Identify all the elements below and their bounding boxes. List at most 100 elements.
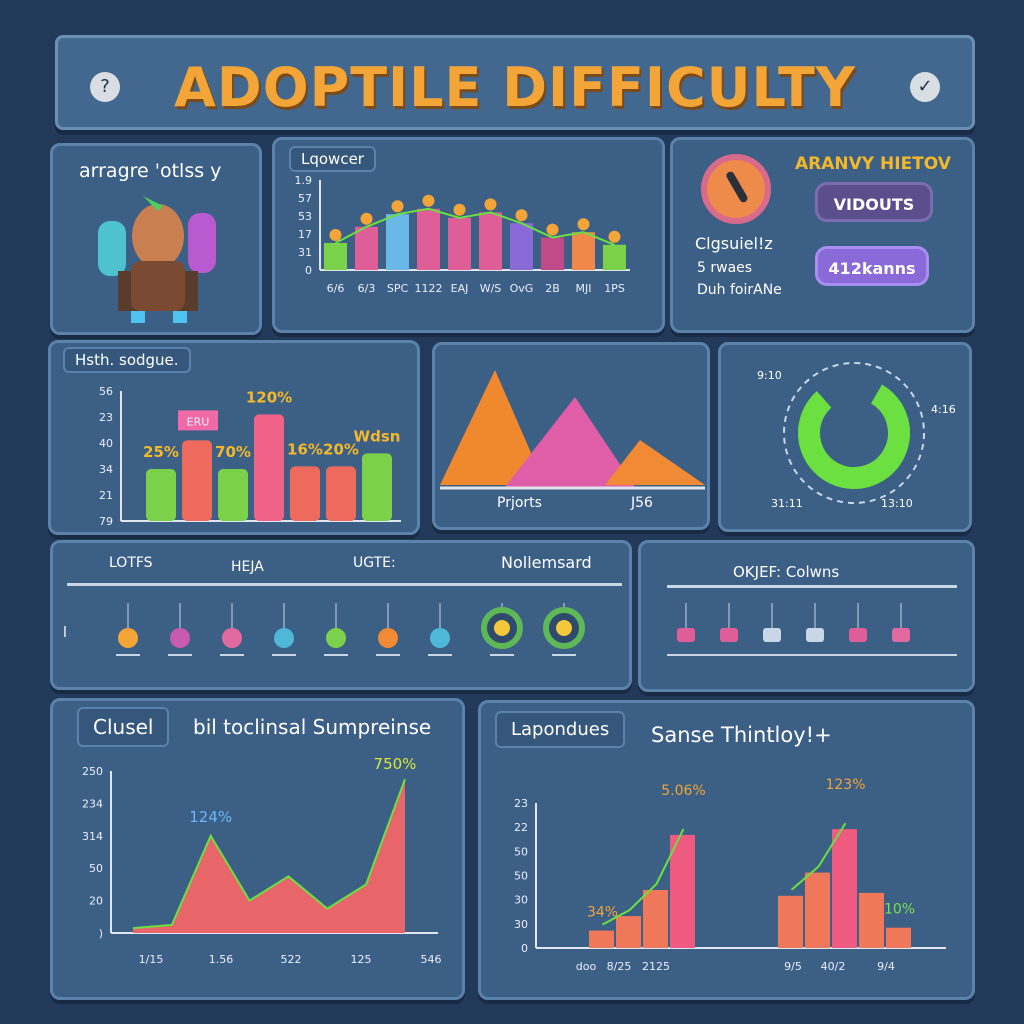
dial-icon[interactable] [701, 154, 771, 224]
ring-panel: 9:10 4:16 31:11 13:10 [718, 342, 972, 532]
y-tick-label: 34 [99, 463, 113, 476]
data-label: 16% [287, 440, 323, 458]
item-icon [806, 628, 824, 642]
x-tick-label: 125 [351, 953, 372, 966]
bar-chart: 79 21 34 40 23 56 25% ERU 70% 120% 16% 20%Wdsn [99, 385, 401, 528]
y-tick-label: 50 [514, 870, 528, 883]
x-tick-label: 2125 [642, 960, 670, 973]
x-tick-label: 2B [545, 282, 560, 295]
coin-core [556, 620, 572, 636]
bar [510, 223, 533, 270]
top-chart-tab[interactable]: Lqowcer [289, 146, 376, 172]
item-icon [892, 628, 910, 642]
data-label: Wdsn [354, 427, 401, 445]
bar [254, 414, 284, 521]
ring-label: 31:11 [771, 497, 803, 510]
bar [355, 226, 378, 270]
mountain-label: J56 [631, 495, 653, 511]
data-label: ERU [187, 415, 210, 428]
row-label: l [63, 625, 67, 641]
y-tick-label: 0 [521, 942, 528, 955]
y-tick-label: 21 [99, 489, 113, 502]
bar [859, 892, 884, 948]
x-tick-label: 9/4 [877, 960, 895, 973]
growth-bar-chart: 0 30 30 50 50 22 23 34% 5.06% 123% 10% doo 8/25 2125 9… [514, 777, 946, 973]
bar-panel: Hsth. sodgue. 79 21 34 40 23 56 25% ERU 70% 120% 1… [48, 340, 420, 535]
icons-header: Nollemsard [501, 553, 592, 572]
y-tick-label: 20 [89, 895, 103, 908]
bar [326, 466, 356, 521]
column-icons [667, 603, 957, 656]
item-icon [763, 628, 781, 642]
bar-panel-tab[interactable]: Hsth. sodgue. [63, 347, 191, 373]
data-label: 34% [587, 905, 618, 921]
item-icon [720, 628, 738, 642]
area-chart: ) 20 50 314 234 250 1/15 1.56 522 125 546 124% 750% [82, 755, 442, 966]
character-illustration [98, 196, 216, 323]
area-panel: Clusel bil toclinsal Sumpreinse ) 20 50 314… [50, 698, 465, 1000]
area-line [132, 778, 406, 930]
data-label: 20% [323, 440, 359, 458]
x-tick-label: MJI [576, 282, 592, 295]
bar [832, 829, 857, 948]
item-icon [677, 628, 695, 642]
y-tick-label: 0 [305, 264, 312, 277]
y-tick-label: 250 [82, 765, 103, 778]
stat-line: Duh foirANe [697, 282, 782, 298]
coin-core [494, 620, 510, 636]
x-tick-label: 546 [421, 953, 442, 966]
item-icon [430, 628, 450, 648]
character-panel-title: arragre 'otlss y [79, 160, 222, 182]
progress-ring [783, 362, 925, 504]
item-icon [849, 628, 867, 642]
y-tick-label: ) [99, 927, 103, 940]
marker [391, 200, 404, 213]
area-panel-tab[interactable]: Clusel [77, 707, 170, 747]
area-panel-title: bil toclinsal Sumpreinse [193, 715, 432, 739]
y-tick-label: 22 [514, 821, 528, 834]
bar [146, 469, 176, 521]
x-tick-label: 522 [281, 953, 302, 966]
icon-row [116, 603, 585, 656]
lightbulb-icon[interactable]: ? [90, 72, 120, 102]
bar [290, 466, 320, 521]
y-tick-label: 79 [99, 515, 113, 528]
page-title: ADOPTILE DIFFICULTY [174, 56, 856, 119]
mountain-label: Prjorts [497, 495, 542, 511]
y-tick-label: 50 [514, 845, 528, 858]
bar [182, 440, 212, 521]
bar [589, 930, 614, 948]
icons-header: UGTE: [353, 555, 396, 571]
item-icon [222, 628, 242, 648]
vidouts-button[interactable]: VIDOUTS [815, 182, 933, 222]
y-tick-label: 234 [82, 797, 103, 810]
x-tick-label: EAJ [451, 282, 469, 295]
bar [386, 214, 409, 270]
top-bar-chart: 0 31 17 53 57 1.9 6/6 6/3 SPC 1122 EAJ W/S OvG 2B MJI 1… [295, 174, 630, 295]
x-tick-label: 6/6 [327, 282, 345, 295]
item-icon [170, 628, 190, 648]
x-tick-label: 1122 [415, 282, 443, 295]
bar [616, 916, 641, 948]
trend-line [335, 207, 615, 246]
icons-header: HEJA [231, 559, 264, 575]
data-label: 25% [143, 443, 179, 461]
growth-panel-title: Sanse Thintloy!+ [651, 723, 832, 747]
data-label: 10% [884, 902, 915, 918]
ring-label: 9:10 [757, 369, 782, 382]
area [133, 779, 405, 933]
y-tick-label: 53 [298, 210, 312, 223]
columns-title: OKJEF: Colwns [733, 563, 840, 581]
marker [360, 212, 373, 225]
bar [778, 895, 803, 948]
checkmark-icon[interactable]: ✓ [910, 72, 940, 102]
kanns-button[interactable]: 412kanns [815, 246, 929, 286]
growth-panel-tab[interactable]: Lapondues [495, 711, 626, 748]
marker [546, 223, 559, 236]
y-tick-label: 31 [298, 246, 312, 259]
item-icon [378, 628, 398, 648]
mountain-illustration [440, 370, 705, 490]
x-tick-label: 40/2 [821, 960, 846, 973]
data-label: 120% [246, 388, 292, 406]
trend-line [602, 828, 685, 926]
